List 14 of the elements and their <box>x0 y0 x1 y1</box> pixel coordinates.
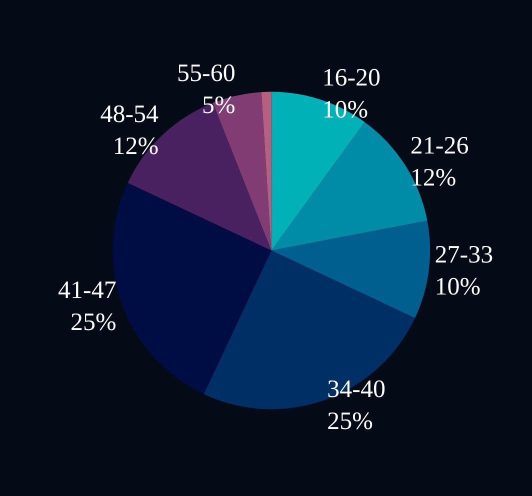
data-label: 25% <box>70 308 116 336</box>
data-label: 12% <box>112 132 159 160</box>
data-label: 12% <box>410 164 456 192</box>
slice-label: 41-47 <box>58 276 116 304</box>
slice-label: 55-60 <box>177 60 236 88</box>
data-label: 10% <box>322 96 368 124</box>
slice-label: 16-20 <box>322 64 381 92</box>
slice-label: 48-54 <box>100 100 160 128</box>
data-label: 5% <box>202 92 236 120</box>
data-label: 25% <box>327 408 373 435</box>
data-label: 10% <box>434 274 481 301</box>
slice-label: 21-26 <box>410 132 469 160</box>
slice-label: 27-33 <box>434 242 494 269</box>
slice-label: 34-40 <box>327 376 386 403</box>
